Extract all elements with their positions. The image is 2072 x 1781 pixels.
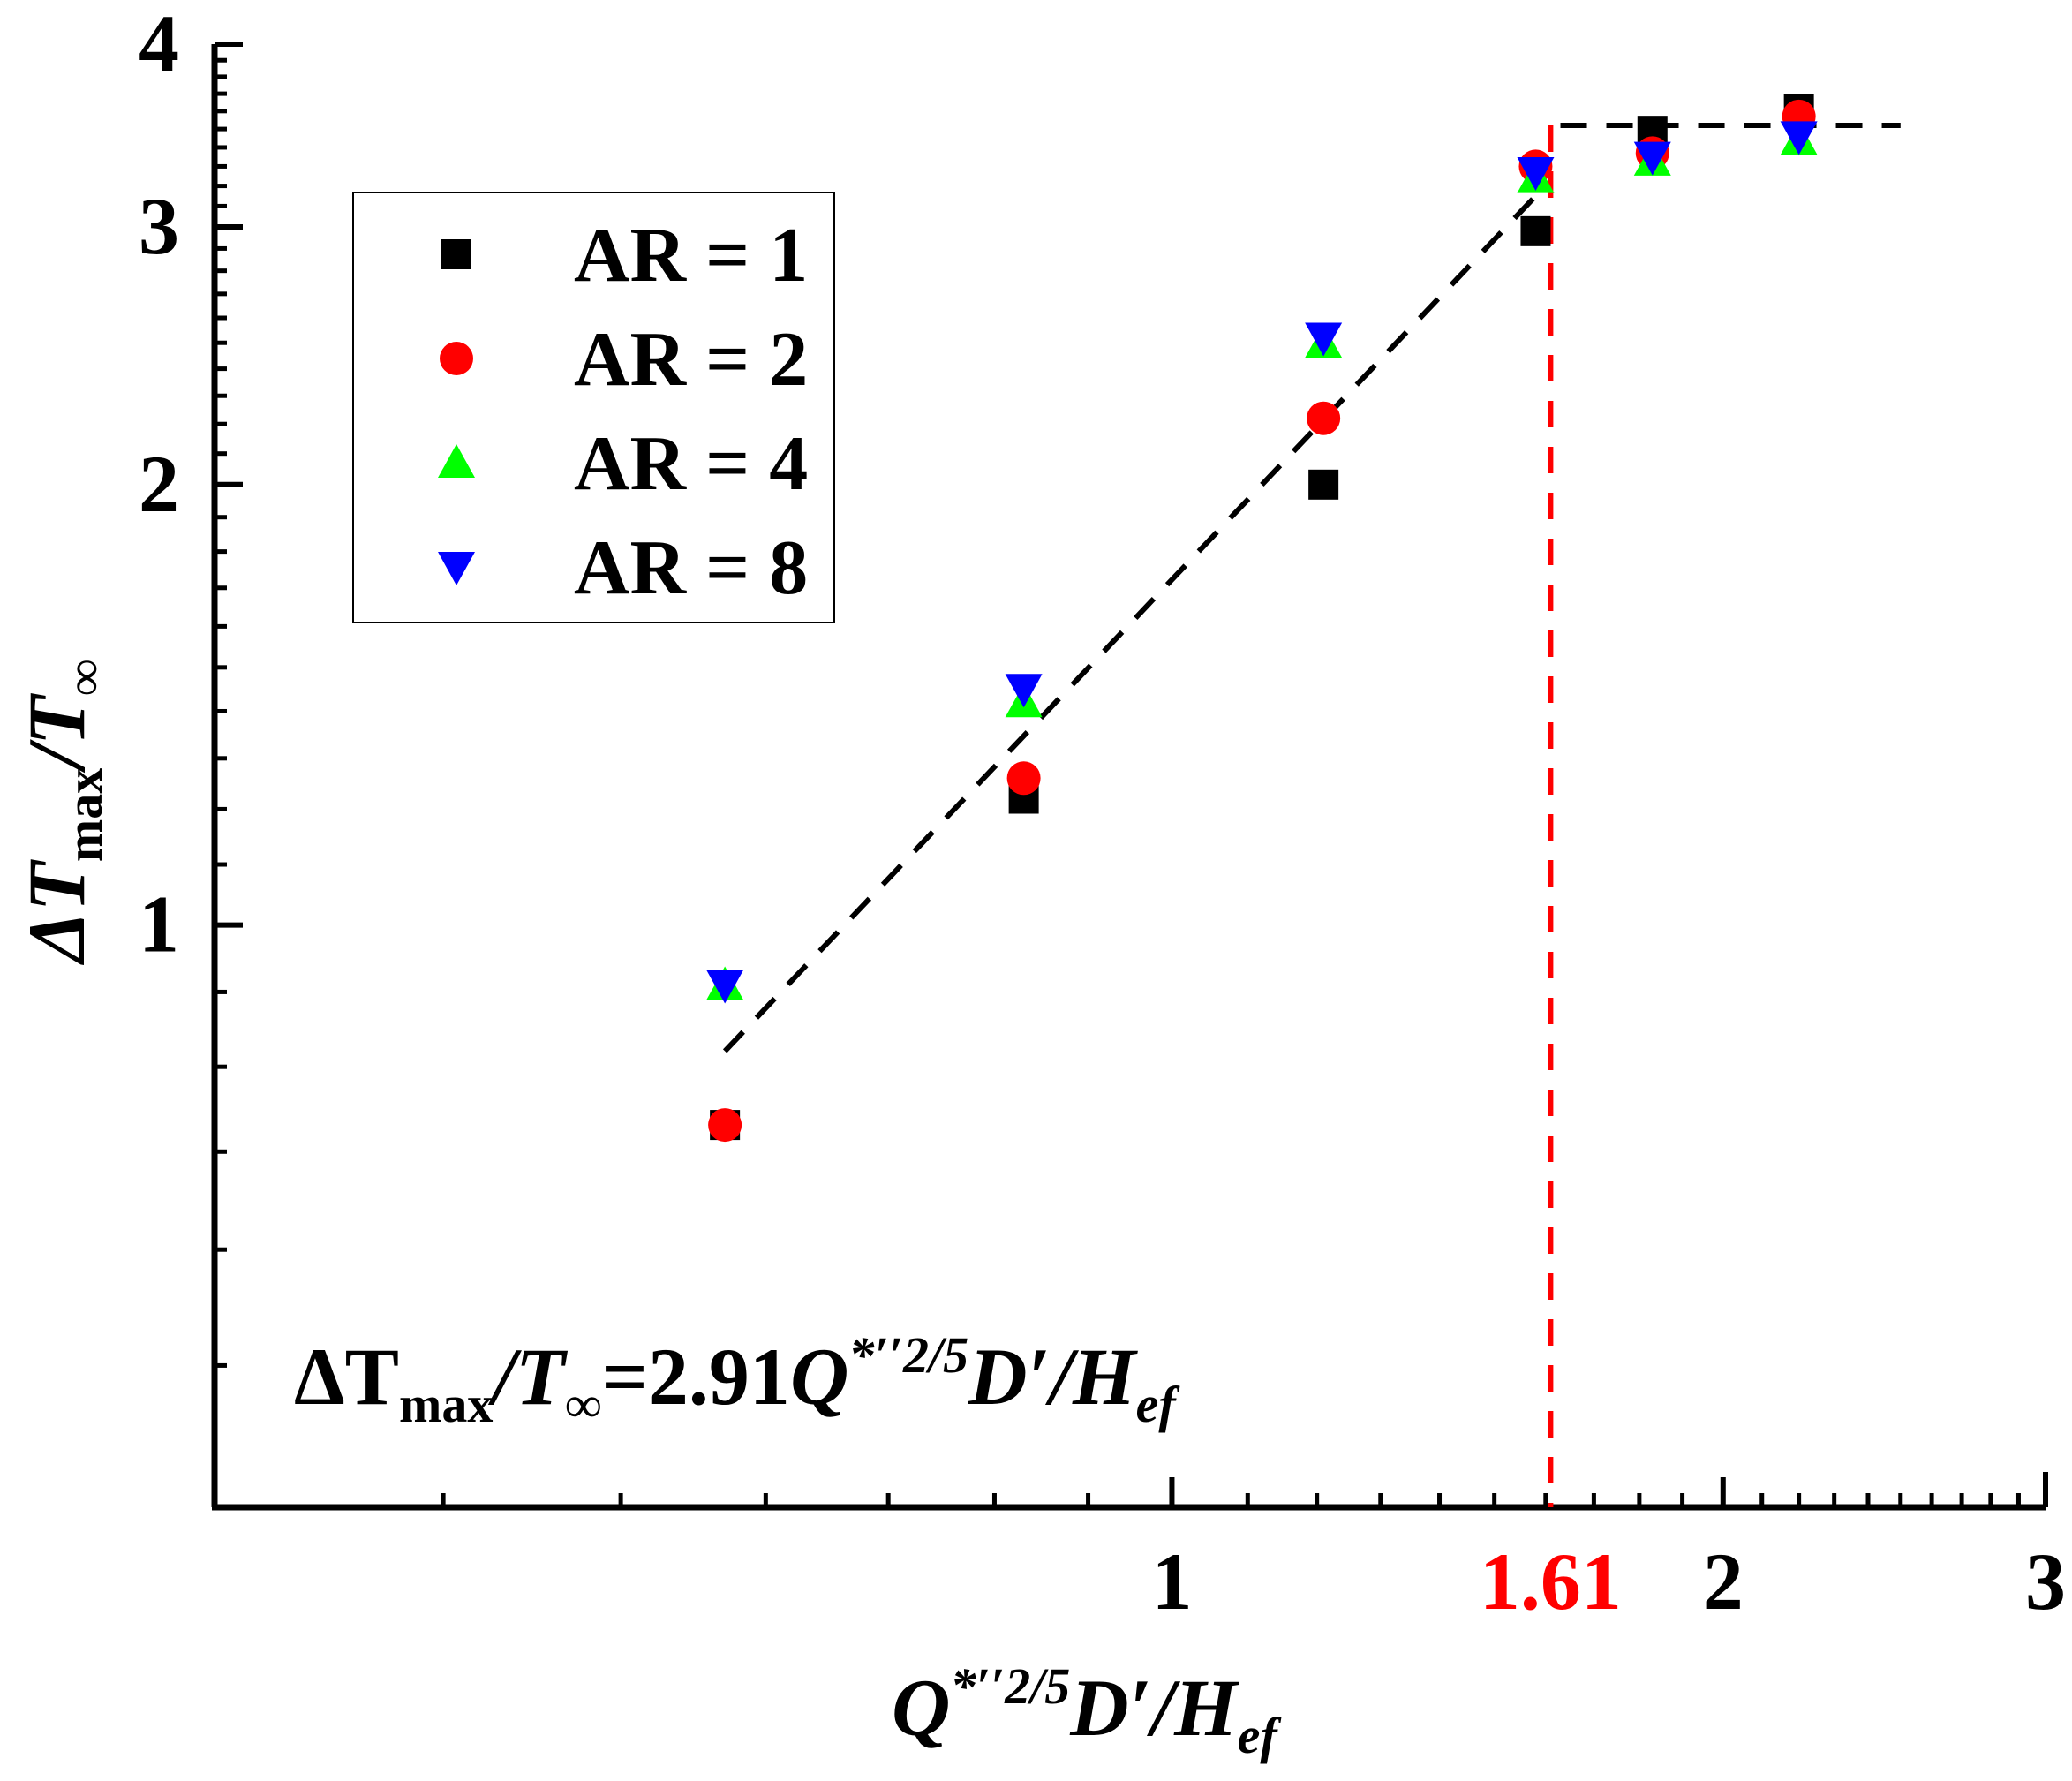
- y-tick-label: 4: [139, 0, 179, 88]
- data-point-ar-series-4: [1305, 322, 1343, 357]
- x-tick-label: 3: [2025, 1536, 2066, 1626]
- legend-label-4: AR = 8: [574, 525, 808, 611]
- y-tick-label: 2: [139, 439, 179, 529]
- data-point-ar-series-1: [1308, 469, 1339, 500]
- data-point-ar-series-2: [1006, 761, 1041, 796]
- data-point-ar-series-2: [1307, 401, 1341, 435]
- data-point-ar-series-2: [708, 1108, 742, 1143]
- legend-marker-3: [438, 444, 475, 478]
- x-tick-label-critical: 1.61: [1480, 1536, 1622, 1626]
- legend-marker-1: [441, 239, 471, 269]
- legend: AR = 1 AR = 2 AR = 4 AR = 8: [352, 192, 835, 623]
- legend-label-3: AR = 4: [574, 421, 808, 507]
- fit-line-1: [722, 193, 1538, 1053]
- legend-label-2: AR = 2: [574, 317, 808, 403]
- fit-equation: ΔTmax/T∞=2.91Q*′′2/5D′/Hef: [294, 1326, 1180, 1433]
- data-points: [706, 94, 1818, 1143]
- x-tick-label: 2: [1703, 1536, 1744, 1626]
- x-tick-label: 1: [1151, 1536, 1192, 1626]
- legend-label-1: AR = 1: [574, 213, 808, 298]
- data-point-ar-series-4: [1517, 157, 1555, 192]
- data-point-ar-series-4: [706, 970, 744, 1004]
- fit-lines: [722, 122, 1901, 1507]
- data-point-ar-series-1: [1520, 215, 1551, 246]
- legend-marker-2: [440, 342, 473, 375]
- legend-box: [352, 192, 835, 623]
- data-point-ar-series-4: [1005, 674, 1043, 708]
- data-point-ar-series-4: [1633, 141, 1671, 176]
- x-axis-ticks: 1 2 3 1.61: [441, 1477, 2066, 1626]
- y-tick-label: 1: [139, 879, 179, 970]
- x-axis-label: Q*′′2/5D′/Hef: [892, 1657, 1282, 1764]
- y-axis-ticks: 1 2 3 4: [139, 0, 243, 1368]
- legend-marker-4: [438, 552, 475, 585]
- y-axis-label: ΔTmax/T∞: [11, 660, 113, 966]
- data-point-ar-series-4: [1780, 121, 1818, 155]
- y-tick-label: 3: [139, 181, 179, 271]
